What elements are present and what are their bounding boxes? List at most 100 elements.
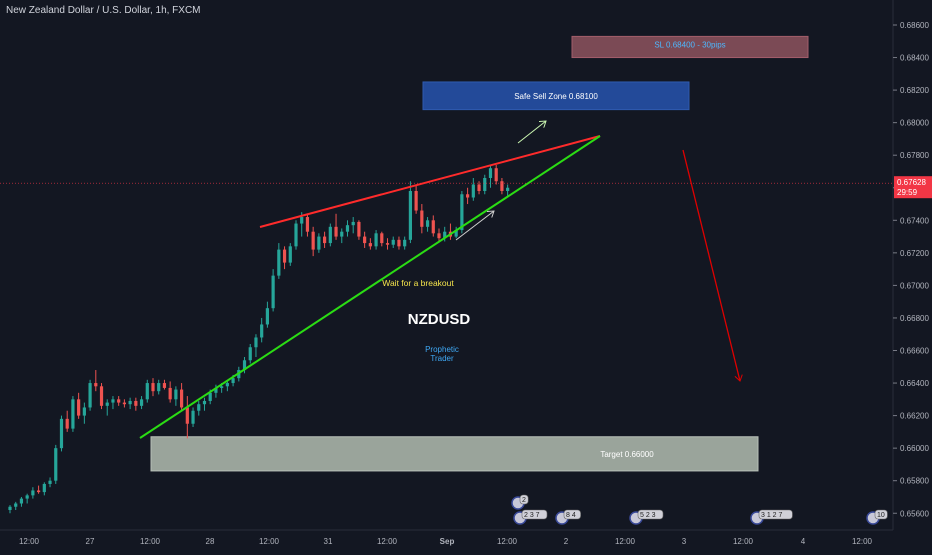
event-badge-count-box: [874, 509, 888, 520]
y-tick-label: 0.66400: [900, 379, 929, 388]
x-tick-label: 12:00: [497, 537, 518, 546]
support-line: [139, 135, 601, 439]
candle-body: [368, 243, 372, 247]
candle-body: [277, 249, 281, 276]
y-tick-label: 0.68200: [900, 86, 929, 95]
event-badge-count-box: [563, 509, 581, 520]
candle-body: [385, 243, 390, 245]
candle-body: [145, 383, 149, 400]
y-tick-label: 0.67400: [900, 216, 929, 225]
y-tick-label: 0.66600: [900, 347, 929, 356]
candle-body: [128, 400, 132, 405]
candle-body: [54, 448, 58, 481]
candle-body: [202, 400, 207, 405]
candle-body: [220, 386, 224, 388]
event-badge-count: 2 3 7: [524, 512, 540, 519]
event-badge-count: 10: [877, 512, 885, 519]
stop-loss-label: SL 0.68400 - 30pips: [654, 40, 725, 49]
candle-body: [139, 399, 144, 406]
event-badge: 8 4: [555, 509, 581, 525]
candle-body: [88, 383, 92, 408]
event-badge: 3 1 2 7: [750, 509, 793, 525]
candle-body: [437, 233, 441, 239]
candle-body: [454, 230, 458, 237]
candle-body: [71, 399, 75, 429]
y-tick-label: 0.67800: [900, 151, 929, 160]
candle-body: [134, 400, 138, 406]
event-badge-count: 5 2 3: [640, 512, 656, 519]
candle-body: [42, 483, 46, 493]
candle-body: [317, 236, 321, 250]
y-tick-label: 0.66200: [900, 412, 929, 421]
candle-body: [506, 187, 510, 192]
candle-body: [82, 407, 86, 416]
event-badge: 10: [866, 509, 888, 525]
candle-body: [357, 221, 361, 237]
candle-body: [248, 347, 252, 361]
up-arrow: [517, 121, 546, 144]
breakout-arrow: [455, 211, 494, 241]
candle-body: [443, 231, 447, 239]
x-tick-label: 2: [564, 537, 569, 546]
event-badge-count-box: [637, 509, 664, 520]
candle-body: [494, 168, 498, 182]
event-badge: 5 2 3: [629, 509, 664, 525]
target-label: Target 0.66000: [600, 450, 654, 459]
candle-body: [271, 275, 275, 309]
x-tick-label: 12:00: [140, 537, 161, 546]
candle-body: [25, 495, 29, 499]
symbol-label: NZDUSD: [408, 311, 471, 328]
resistance-line: [259, 135, 601, 228]
event-badge: 2 3 7: [513, 509, 548, 525]
candle-body: [117, 399, 121, 403]
candle-body: [471, 184, 475, 198]
candle-body: [425, 220, 430, 227]
candle-body: [231, 378, 235, 384]
candle-body: [197, 404, 201, 411]
current-price-tag: [894, 176, 932, 199]
sell-zone-label: Safe Sell Zone 0.68100: [514, 92, 598, 101]
author-label: Trader: [430, 354, 454, 363]
candle-body: [77, 399, 81, 416]
y-tick-label: 0.68400: [900, 54, 929, 63]
author-label: Prophetic: [425, 345, 459, 354]
candle-body: [311, 231, 315, 250]
breakout-annotation: Wait for a breakout: [382, 278, 454, 288]
candle-body: [488, 168, 493, 178]
x-tick-label: 12:00: [19, 537, 40, 546]
candle-body: [208, 392, 212, 401]
y-tick-label: 0.68000: [900, 119, 929, 128]
candle-body: [185, 407, 189, 424]
candle-body: [111, 399, 115, 403]
candle-body: [323, 236, 327, 244]
candle-body: [408, 191, 412, 240]
candle-body: [420, 210, 424, 227]
candle-body: [500, 181, 504, 192]
current-price-label: 0.67628: [897, 178, 926, 187]
x-tick-label: Sep: [440, 537, 455, 546]
candle-body: [191, 410, 195, 424]
candle-body: [363, 236, 367, 244]
candle-body: [265, 308, 269, 325]
event-badge-count-box: [521, 509, 548, 520]
x-tick-label: 12:00: [852, 537, 873, 546]
candle-body: [340, 231, 344, 237]
candle-body: [391, 239, 395, 245]
candle-body: [19, 498, 24, 504]
chart-title: New Zealand Dollar / U.S. Dollar, 1h, FX…: [6, 5, 201, 16]
candle-body: [431, 220, 435, 234]
x-tick-label: 12:00: [733, 537, 754, 546]
x-tick-label: 12:00: [615, 537, 636, 546]
candle-body: [162, 383, 167, 388]
x-tick-label: 3: [682, 537, 687, 546]
y-tick-label: 0.66800: [900, 314, 929, 323]
candle-body: [351, 221, 355, 226]
candle-body: [260, 324, 264, 338]
candle-body: [254, 337, 258, 348]
x-tick-label: 31: [324, 537, 333, 546]
event-badge-count: 8 4: [566, 512, 576, 519]
candle-body: [397, 239, 401, 247]
y-tick-label: 0.66000: [900, 444, 929, 453]
event-badge-count-box: [758, 509, 793, 520]
candle-body: [403, 239, 407, 247]
